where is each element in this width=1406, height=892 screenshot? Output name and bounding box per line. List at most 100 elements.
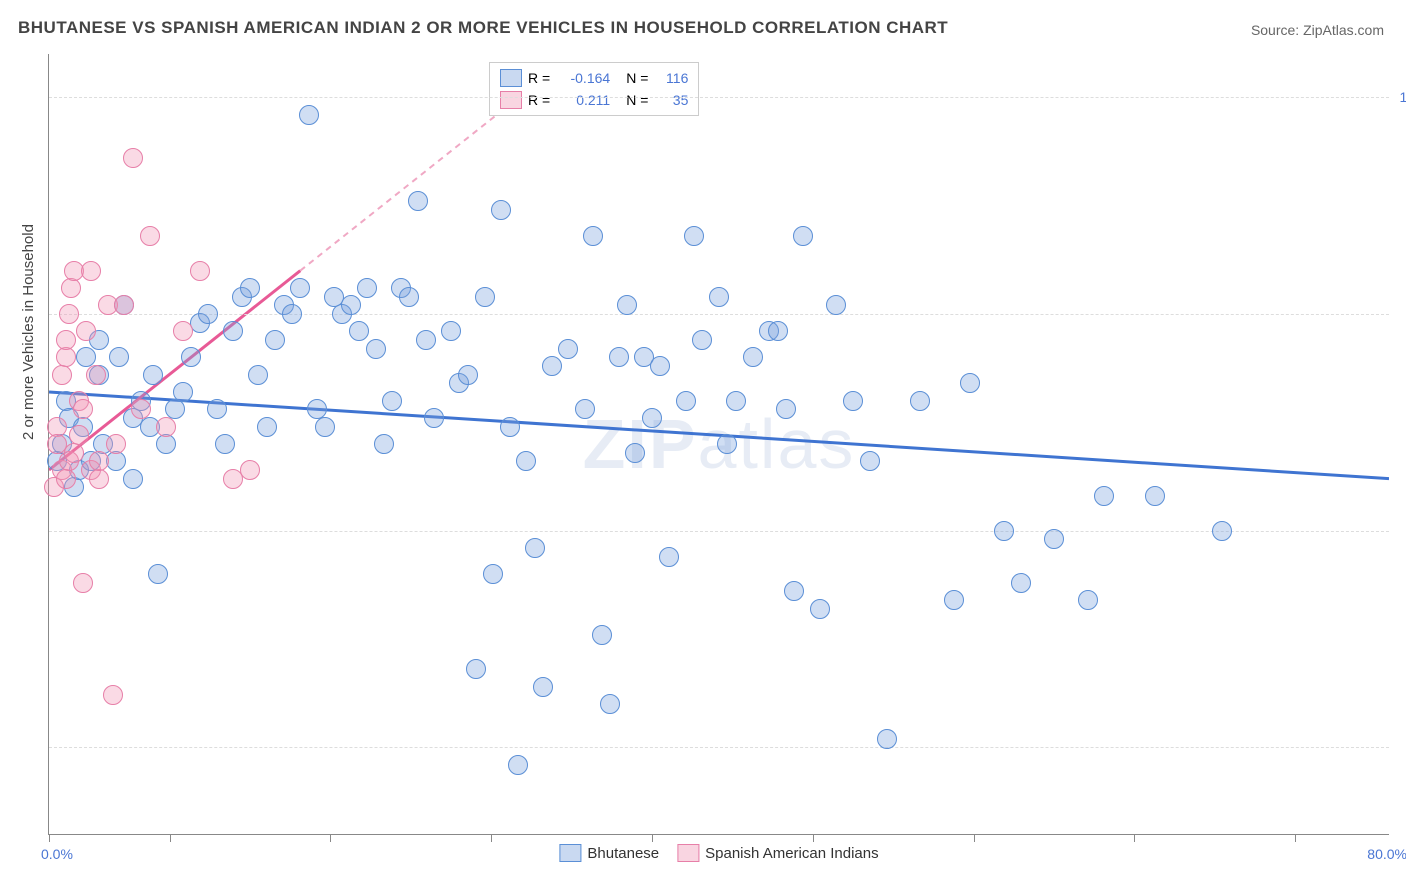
data-point — [86, 365, 106, 385]
data-point — [1011, 573, 1031, 593]
data-point — [207, 399, 227, 419]
data-point — [642, 408, 662, 428]
data-point — [709, 287, 729, 307]
data-point — [1094, 486, 1114, 506]
data-point — [408, 191, 428, 211]
data-point — [609, 347, 629, 367]
data-point — [617, 295, 637, 315]
data-point — [508, 755, 528, 775]
data-point — [349, 321, 369, 341]
data-point — [583, 226, 603, 246]
data-point — [52, 365, 72, 385]
legend-swatch — [559, 844, 581, 862]
data-point — [416, 330, 436, 350]
data-point — [341, 295, 361, 315]
legend-swatch — [677, 844, 699, 862]
data-point — [860, 451, 880, 471]
gridline — [49, 97, 1389, 98]
data-point — [61, 278, 81, 298]
data-point — [717, 434, 737, 454]
data-point — [140, 226, 160, 246]
data-point — [784, 581, 804, 601]
source-attribution: Source: ZipAtlas.com — [1251, 22, 1384, 38]
data-point — [89, 469, 109, 489]
data-point — [181, 347, 201, 367]
data-point — [877, 729, 897, 749]
data-point — [910, 391, 930, 411]
data-point — [123, 148, 143, 168]
data-point — [960, 373, 980, 393]
data-point — [776, 399, 796, 419]
data-point — [73, 399, 93, 419]
data-point — [466, 659, 486, 679]
data-point — [424, 408, 444, 428]
data-point — [248, 365, 268, 385]
data-point — [793, 226, 813, 246]
data-point — [257, 417, 277, 437]
y-tick-label: 100.0% — [1400, 89, 1406, 105]
data-point — [148, 564, 168, 584]
data-point — [600, 694, 620, 714]
x-axis-min-label: 0.0% — [41, 846, 73, 862]
data-point — [1145, 486, 1165, 506]
data-point — [441, 321, 461, 341]
legend-row: R =0.211N =35 — [500, 89, 688, 111]
data-point — [143, 365, 163, 385]
data-point — [215, 434, 235, 454]
data-point — [399, 287, 419, 307]
x-tick — [491, 834, 492, 842]
y-axis-title: 2 or more Vehicles in Household — [20, 224, 37, 440]
data-point — [374, 434, 394, 454]
data-point — [56, 330, 76, 350]
x-tick — [813, 834, 814, 842]
series-legend: BhutaneseSpanish American Indians — [559, 844, 878, 862]
data-point — [265, 330, 285, 350]
data-point — [106, 434, 126, 454]
data-point — [59, 304, 79, 324]
data-point — [156, 434, 176, 454]
correlation-legend: R =-0.164N =116R =0.211N =35 — [489, 62, 699, 116]
data-point — [173, 382, 193, 402]
x-tick — [49, 834, 50, 842]
x-tick — [1134, 834, 1135, 842]
data-point — [1078, 590, 1098, 610]
data-point — [726, 391, 746, 411]
x-tick — [1295, 834, 1296, 842]
data-point — [223, 321, 243, 341]
data-point — [382, 391, 402, 411]
legend-item: Spanish American Indians — [677, 844, 878, 862]
data-point — [516, 451, 536, 471]
data-point — [56, 347, 76, 367]
legend-row: R =-0.164N =116 — [500, 67, 688, 89]
data-point — [575, 399, 595, 419]
x-tick — [330, 834, 331, 842]
data-point — [315, 417, 335, 437]
data-point — [198, 304, 218, 324]
data-point — [1212, 521, 1232, 541]
data-point — [558, 339, 578, 359]
data-point — [173, 321, 193, 341]
data-point — [123, 469, 143, 489]
data-point — [290, 278, 310, 298]
data-point — [475, 287, 495, 307]
data-point — [109, 347, 129, 367]
x-tick — [652, 834, 653, 842]
data-point — [299, 105, 319, 125]
data-point — [650, 356, 670, 376]
data-point — [76, 321, 96, 341]
data-point — [810, 599, 830, 619]
data-point — [240, 278, 260, 298]
data-point — [994, 521, 1014, 541]
data-point — [684, 226, 704, 246]
data-point — [483, 564, 503, 584]
data-point — [944, 590, 964, 610]
data-point — [692, 330, 712, 350]
data-point — [826, 295, 846, 315]
data-point — [542, 356, 562, 376]
x-tick — [974, 834, 975, 842]
data-point — [357, 278, 377, 298]
data-point — [89, 451, 109, 471]
data-point — [81, 261, 101, 281]
data-point — [659, 547, 679, 567]
legend-swatch — [500, 69, 522, 87]
